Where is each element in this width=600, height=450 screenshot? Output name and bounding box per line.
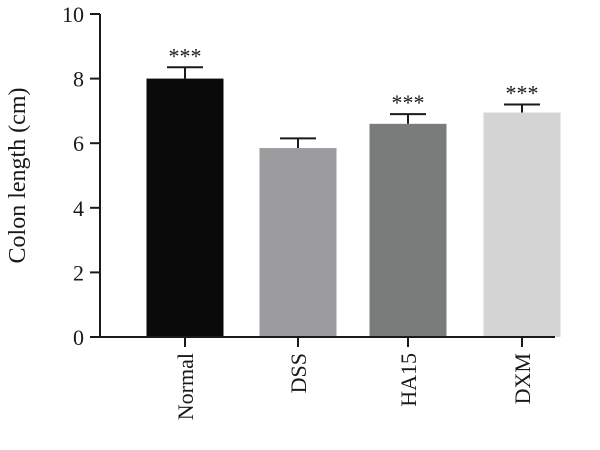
significance-label: *** (392, 90, 425, 115)
bar-ha15 (369, 123, 447, 337)
y-tick-label: 6 (73, 131, 84, 156)
category-label-dxm: DXM (510, 353, 535, 404)
bar-dss (259, 148, 337, 337)
category-label-dss: DSS (286, 353, 311, 393)
plot-area: *** *** *** 0 2 4 6 8 10 Normal DSS HA15 DXM (62, 2, 561, 420)
significance-label: *** (169, 43, 202, 68)
category-label-normal: Normal (173, 353, 198, 420)
y-axis-title: Colon length (cm) (5, 88, 31, 264)
bar-dxm (483, 112, 561, 337)
bar-normal (146, 78, 224, 337)
y-tick-label: 0 (73, 325, 84, 350)
significance-label: *** (506, 80, 539, 105)
y-tick-label: 4 (73, 196, 84, 221)
y-tick-label: 2 (73, 260, 84, 285)
y-tick-label: 10 (62, 2, 84, 27)
y-tick-label: 8 (73, 67, 84, 92)
category-label-ha15: HA15 (396, 353, 421, 407)
